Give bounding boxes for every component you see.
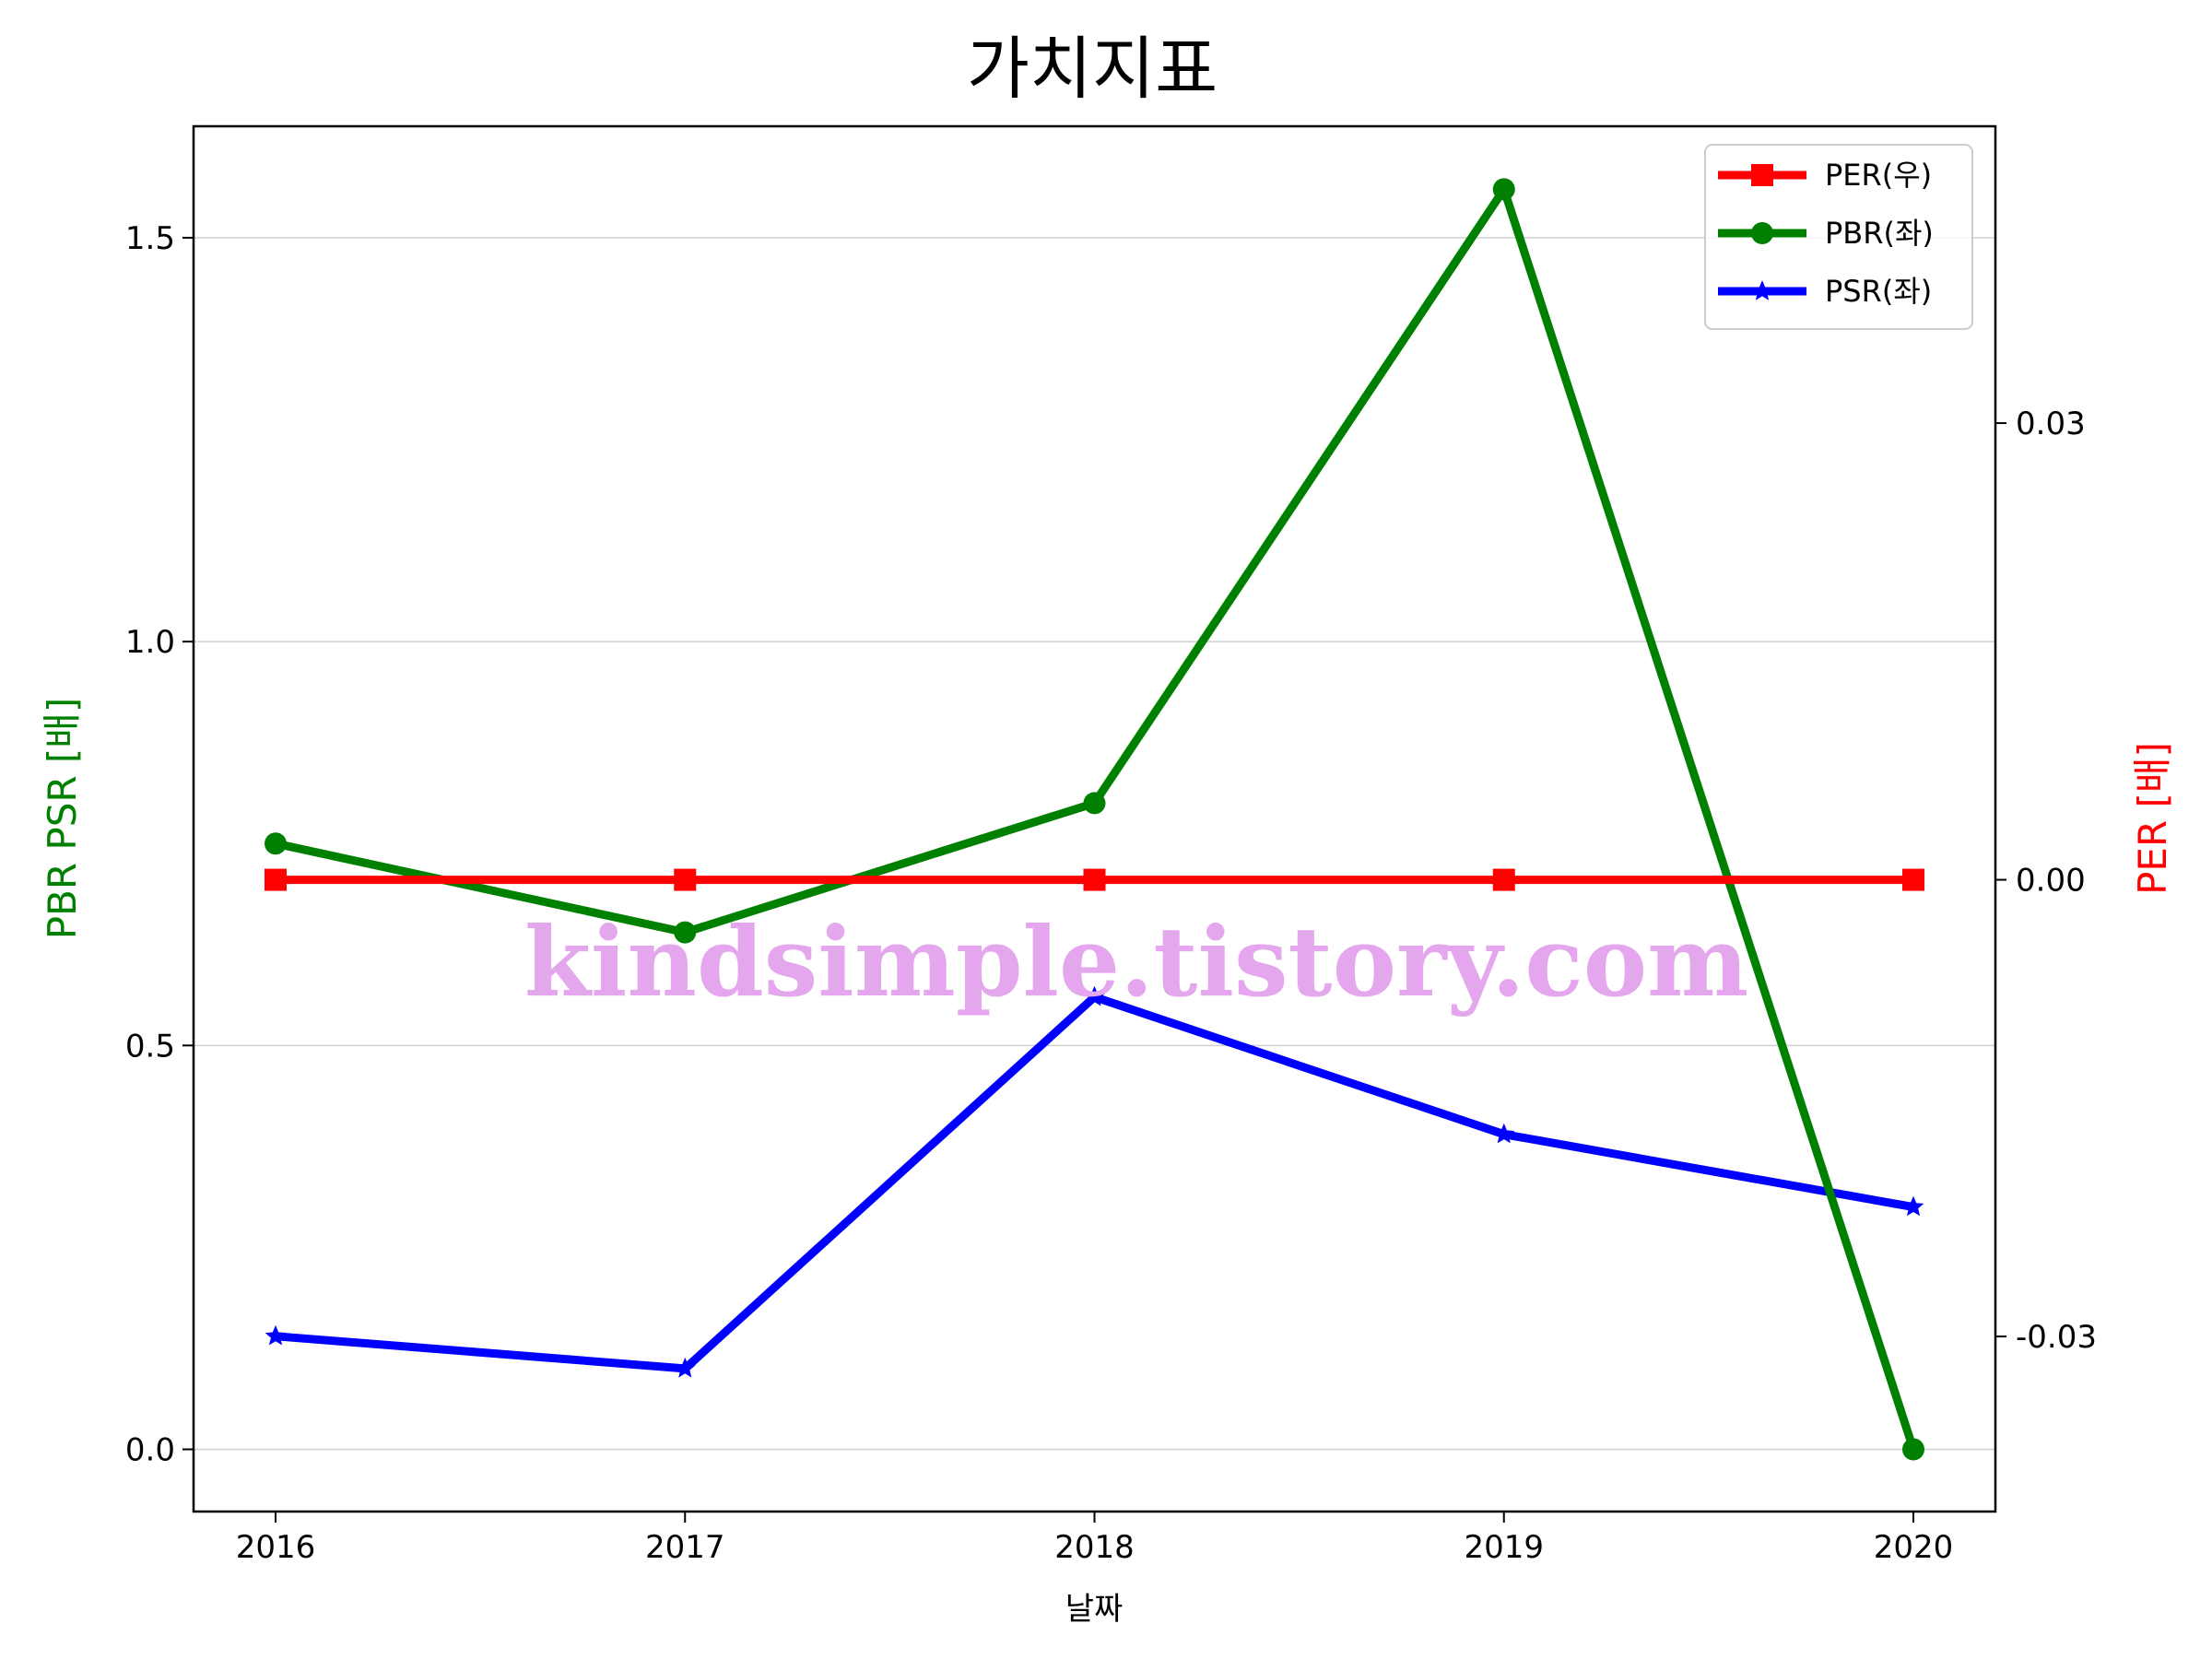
series-PBR(좌) (265, 178, 1924, 1461)
legend-label: PER(우) (1825, 158, 1932, 193)
y-axis-right-label: PER [배] (2130, 742, 2175, 895)
data-point (1493, 1123, 1515, 1144)
y-right-tick-label: 0.00 (2016, 863, 2086, 900)
series-line (271, 993, 1918, 1373)
data-point (1084, 985, 1105, 1006)
legend: PER(우) PBR(좌) PSR(좌) (1704, 144, 1973, 330)
legend-marker (1751, 280, 1773, 300)
y-axis-left-label: PBR PSR [배] (40, 698, 85, 940)
data-point (1902, 1195, 1924, 1217)
data-point (1902, 868, 1924, 891)
legend-marker (1751, 164, 1773, 186)
y-left-tick-label: 0.5 (125, 1028, 175, 1065)
y-right-tick-label: -0.03 (2016, 1319, 2097, 1356)
x-tick-label: 2020 (1874, 1529, 1954, 1566)
y-left-tick-label: 1.0 (125, 624, 175, 661)
data-point (265, 868, 287, 891)
data-point (1492, 178, 1515, 201)
x-tick-label: 2018 (1054, 1529, 1135, 1566)
plot-area (265, 178, 1924, 1461)
x-tick-label: 2016 (236, 1529, 316, 1566)
data-point (265, 1324, 287, 1346)
chart-title: 가치지표 (967, 29, 1218, 109)
x-axis-label: 날짜 (1065, 1591, 1124, 1628)
y-axis-left: 0.0 0.5 1.0 1.5 (125, 220, 194, 1469)
plot-frame (192, 124, 1997, 1513)
data-point (1083, 868, 1106, 891)
y-right-tick-label: 0.03 (2016, 406, 2086, 442)
series-PER(우) (265, 868, 1924, 891)
data-point (265, 832, 287, 855)
legend-label: PSR(좌) (1825, 274, 1932, 309)
grid-lines (194, 237, 1995, 1451)
legend-box (1704, 144, 1973, 330)
data-point (674, 921, 697, 944)
series-line (271, 184, 1918, 1453)
x-tick-label: 2017 (645, 1529, 725, 1566)
data-point (674, 868, 697, 891)
x-tick-label: 2019 (1464, 1529, 1544, 1566)
series-PSR(좌) (265, 985, 1924, 1378)
watermark: kindsimple.tistory.com (524, 905, 1748, 1018)
y-axis-right: -0.03 0.00 0.03 (1995, 406, 2097, 1356)
legend-label: PBR(좌) (1825, 216, 1934, 251)
y-left-tick-label: 1.5 (125, 220, 175, 257)
legend-marker (1751, 222, 1773, 244)
data-point (1083, 792, 1106, 815)
data-point (1902, 1438, 1924, 1461)
data-point (674, 1357, 696, 1378)
x-axis: 2016 2017 2018 2019 2020 (236, 1512, 1954, 1566)
data-point (1492, 868, 1515, 891)
y-left-tick-label: 0.0 (125, 1432, 175, 1469)
